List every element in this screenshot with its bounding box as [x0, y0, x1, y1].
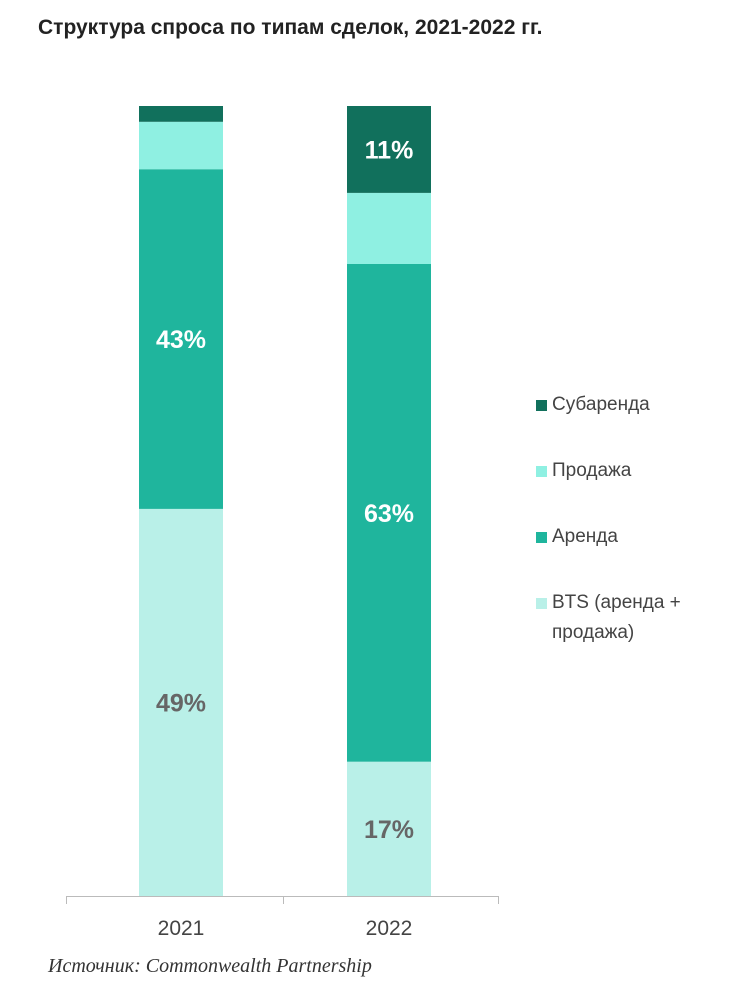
legend-label: Аренда	[552, 526, 618, 547]
legend-label: Продажа	[552, 460, 632, 481]
data-label-2022-1: 63%	[364, 500, 414, 528]
legend-swatch	[536, 598, 547, 609]
legend-item: Субаренда	[536, 390, 742, 420]
category-label-2021: 2021	[158, 917, 205, 940]
bar-segment-2021-2	[139, 121, 223, 170]
bar-segment-2022-3	[347, 106, 431, 193]
legend-swatch	[536, 532, 547, 543]
data-label-2021-1: 43%	[156, 326, 206, 354]
data-label-2022-0: 17%	[364, 816, 414, 844]
source-note: Источник: Commonwealth Partnership	[48, 955, 372, 977]
legend-label: Субаренда	[552, 394, 650, 415]
legend-label: BTS (аренда + продажа)	[552, 592, 681, 643]
data-label-2021-0: 49%	[156, 689, 206, 717]
legend-item: BTS (аренда + продажа)	[536, 588, 742, 648]
chart-title: Структура спроса по типам сделок, 2021-2…	[38, 16, 543, 39]
legend-item: Продажа	[536, 456, 742, 486]
category-label-2022: 2022	[366, 917, 413, 940]
bar-segment-2022-0	[347, 761, 431, 896]
legend-swatch	[536, 466, 547, 477]
bar-segment-2022-1	[347, 264, 431, 762]
bar-segment-2021-1	[139, 169, 223, 509]
legend-item: Аренда	[536, 522, 742, 552]
bar-segment-2021-3	[139, 106, 223, 122]
data-label-2022-3: 11%	[365, 136, 414, 164]
bar-segment-2021-0	[139, 508, 223, 896]
bar-segment-2022-2	[347, 192, 431, 264]
legend-swatch	[536, 400, 547, 411]
